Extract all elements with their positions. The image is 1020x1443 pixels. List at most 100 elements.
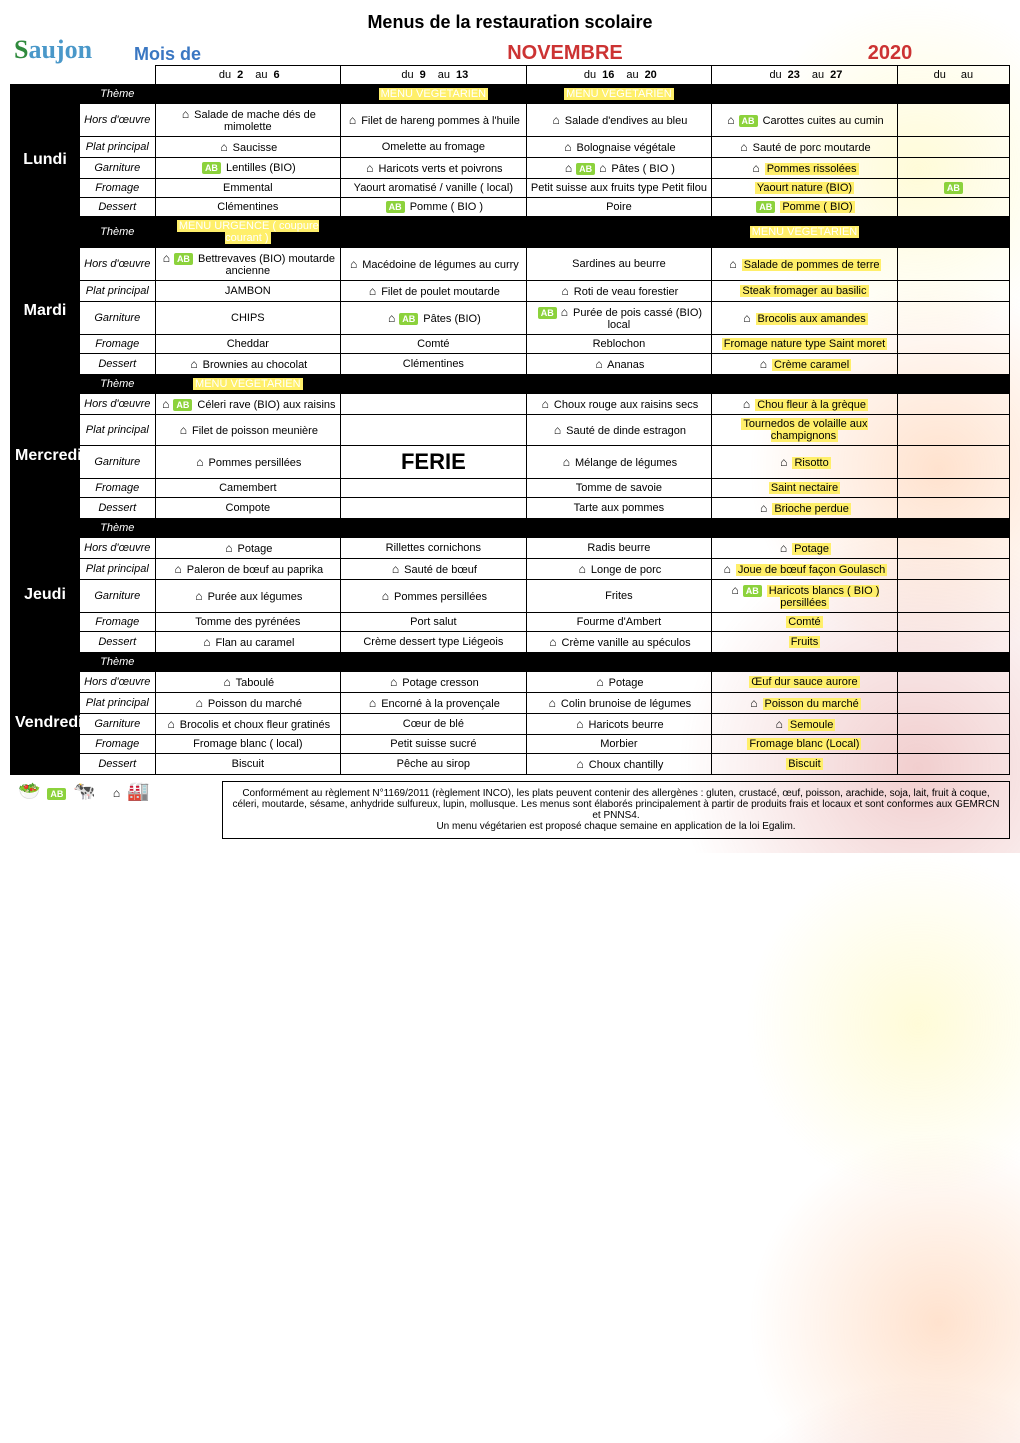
menu-cell: ⌂ Purée aux légumes: [155, 580, 341, 613]
row-label: Dessert: [80, 498, 156, 519]
day-name: Mardi: [11, 248, 80, 375]
theme-cell: [526, 653, 712, 672]
theme-label: Thème: [80, 519, 156, 538]
house-icon: ⌂: [727, 113, 734, 127]
plat-row: Plat principal⌂ Paleron de bœuf au papri…: [11, 559, 1010, 580]
plat-row: Plat principal JAMBON⌂ Filet de poulet m…: [11, 281, 1010, 302]
mois-label: Mois de: [130, 44, 360, 65]
menu-cell: ⌂ Longe de porc: [526, 559, 712, 580]
menu-cell: Tomme des pyrénées: [155, 613, 341, 632]
house-icon: ⌂: [350, 257, 357, 271]
menu-cell: [897, 693, 1009, 714]
menu-cell: ⌂AB Bettrevaves (BIO) moutarde ancienne: [155, 248, 341, 281]
menu-cell: [897, 613, 1009, 632]
menu-cell: ⌂ Mélange de légumes: [526, 446, 712, 479]
house-icon: ⌂: [729, 257, 736, 271]
row-label: Fromage: [80, 613, 156, 632]
week-3-range: du 16 au 20: [526, 66, 712, 85]
menu-cell: [341, 415, 527, 446]
theme-row: ThèmeMENU URGENCE ( coupure courant )MEN…: [11, 217, 1010, 248]
theme-cell: [341, 217, 527, 248]
house-icon: ⌂: [549, 696, 556, 710]
menu-cell: ⌂ Risotto: [712, 446, 898, 479]
menu-cell: ⌂ Joue de bœuf façon Goulasch: [712, 559, 898, 580]
house-icon: ⌂: [195, 589, 202, 603]
day-name: Vendredi: [11, 672, 80, 775]
menu-cell: Fruits: [712, 632, 898, 653]
menu-cell: Tomme de savoie: [526, 479, 712, 498]
menu-cell: Omelette au fromage: [341, 137, 527, 158]
house-icon: ⌂: [564, 140, 571, 154]
day-name: Lundi: [11, 104, 80, 217]
row-label: Plat principal: [80, 415, 156, 446]
menu-cell: [897, 714, 1009, 735]
theme-cell: [341, 375, 527, 394]
menu-cell: Crème dessert type Liégeois: [341, 632, 527, 653]
menu-cell: Rillettes cornichons: [341, 538, 527, 559]
row-label: Hors d'œuvre: [80, 104, 156, 137]
menu-cell: Poire: [526, 198, 712, 217]
theme-label: Thème: [80, 653, 156, 672]
house-icon: ⌂: [190, 357, 197, 371]
menu-cell: ⌂ Haricots beurre: [526, 714, 712, 735]
theme-row: ThèmeMENU VEGETARIEN: [11, 375, 1010, 394]
row-label: Fromage: [80, 179, 156, 198]
menu-cell: Biscuit: [155, 754, 341, 775]
house-icon: ⌂: [554, 423, 561, 437]
theme-cell: MENU VEGETARIEN: [341, 85, 527, 104]
footer-text: Conformément au règlement N°1169/2011 (r…: [222, 781, 1010, 839]
menu-cell: Tarte aux pommes: [526, 498, 712, 519]
menu-cell: ⌂ Saucisse: [155, 137, 341, 158]
menu-cell: [897, 158, 1009, 179]
menu-cell: ⌂ Potage cresson: [341, 672, 527, 693]
menu-cell: ⌂ Potage: [712, 538, 898, 559]
house-icon: ⌂: [163, 251, 170, 265]
from-row: Fromage Emmental Yaourt aromatisé / vani…: [11, 179, 1010, 198]
hors-row: LundiHors d'œuvre⌂ Salade de mache dés d…: [11, 104, 1010, 137]
ab-icon: AB: [576, 163, 595, 175]
menu-cell: [897, 415, 1009, 446]
menu-cell: [897, 335, 1009, 354]
menu-cell: ⌂ Crème vanille au spéculos: [526, 632, 712, 653]
menu-cell: ⌂ Encorné à la provençale: [341, 693, 527, 714]
plat-row: Plat principal⌂ Filet de poisson meunièr…: [11, 415, 1010, 446]
house-icon: ⌂: [595, 357, 602, 371]
house-icon: ⌂: [382, 589, 389, 603]
theme-cell: [341, 653, 527, 672]
menu-cell: ⌂ Potage: [526, 672, 712, 693]
week-1-range: du 2 au 6: [155, 66, 341, 85]
menu-cell: Fromage nature type Saint moret: [712, 335, 898, 354]
menu-cell: Comté: [341, 335, 527, 354]
menu-cell: ⌂ Brownies au chocolat: [155, 354, 341, 375]
menu-cell: ⌂ Bolognaise végétale: [526, 137, 712, 158]
menu-cell: [341, 479, 527, 498]
menu-cell: ⌂ Filet de hareng pommes à l'huile: [341, 104, 527, 137]
house-icon: ⌂: [349, 113, 356, 127]
garn-row: Garniture⌂ Brocolis et choux fleur grati…: [11, 714, 1010, 735]
house-icon: ⌂: [724, 562, 731, 576]
row-label: Dessert: [80, 632, 156, 653]
house-icon: ⌂: [780, 455, 787, 469]
menu-cell: ⌂ Poisson du marché: [712, 693, 898, 714]
menu-cell: ⌂AB Pâtes (BIO): [341, 302, 527, 335]
row-label: Dessert: [80, 354, 156, 375]
theme-cell: [897, 217, 1009, 248]
house-icon: ⌂: [576, 717, 583, 731]
menu-cell: [897, 754, 1009, 775]
menu-cell: Saint nectaire: [712, 479, 898, 498]
house-icon: ⌂: [390, 675, 397, 689]
menu-cell: AB Pomme ( BIO ): [341, 198, 527, 217]
menu-cell: ⌂ Salade d'endives au bleu: [526, 104, 712, 137]
theme-cell: [712, 519, 898, 538]
menu-cell: [897, 479, 1009, 498]
menu-cell: [897, 137, 1009, 158]
theme-cell: [897, 85, 1009, 104]
menu-cell: Tournedos de volaille aux champignons: [712, 415, 898, 446]
menu-cell: Petit suisse aux fruits type Petit filou: [526, 179, 712, 198]
row-label: Fromage: [80, 735, 156, 754]
menu-cell: Radis beurre: [526, 538, 712, 559]
from-row: Fromage Camembert Tomme de savoie Saint …: [11, 479, 1010, 498]
house-icon: ⌂: [780, 541, 787, 555]
ab-icon: AB: [399, 313, 418, 325]
menu-cell: Emmental: [155, 179, 341, 198]
